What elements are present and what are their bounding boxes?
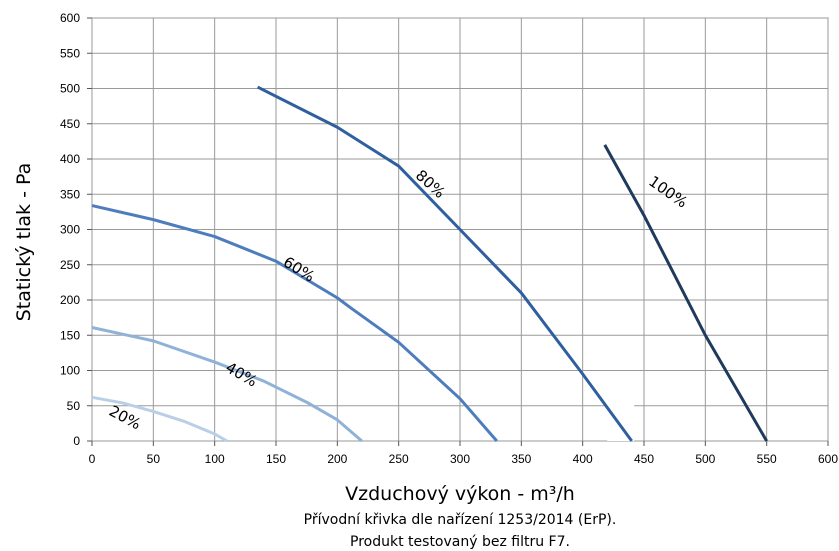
curve-40pct: [91, 326, 363, 443]
x-tick-label: 500: [695, 452, 715, 466]
y-tick-label: 150: [60, 328, 80, 342]
y-tick-label: 250: [60, 258, 80, 272]
y-tick-label: 100: [60, 364, 80, 378]
curve-60pct: [91, 204, 498, 442]
curve-20pct: [91, 395, 228, 443]
curve-label-100pct: 100%: [645, 172, 690, 211]
y-tick-label: 550: [60, 46, 80, 60]
x-tick-label: 400: [573, 452, 593, 466]
y-axis-title: Statický tlak - Pa: [13, 163, 35, 322]
y-tick-label: 500: [60, 82, 80, 96]
y-tick-label: 400: [60, 152, 80, 166]
x-tick-label: 600: [818, 452, 838, 466]
x-tick-label: 50: [147, 452, 161, 466]
y-axis-ticks: 0 50 100 150 200 250 300 350 400 450 500 550 600: [60, 11, 92, 448]
curve-label-80pct: 80%: [412, 166, 449, 202]
x-tick-label: 0: [89, 452, 96, 466]
x-axis-ticks: 0 50 100 150 200 250 300 350 400 450 500 550 600: [89, 441, 838, 466]
caption-line-1: Přívodní křivka dle nařízení 1253/2014 (…: [304, 512, 617, 528]
x-tick-label: 450: [634, 452, 654, 466]
x-tick-label: 350: [511, 452, 531, 466]
y-tick-label: 350: [60, 187, 80, 201]
grid-gap: [607, 404, 635, 441]
x-tick-label: 100: [205, 452, 225, 466]
x-tick-label: 250: [389, 452, 409, 466]
grid: [91, 17, 829, 442]
y-tick-label: 450: [60, 117, 80, 131]
curve-80pct: [256, 85, 633, 442]
curve-100pct: [603, 144, 768, 442]
x-tick-label: 300: [450, 452, 470, 466]
x-tick-label: 150: [266, 452, 286, 466]
x-tick-label: 200: [327, 452, 347, 466]
y-tick-label: 300: [60, 223, 80, 237]
y-tick-label: 0: [73, 434, 80, 448]
y-tick-label: 200: [60, 293, 80, 307]
x-tick-label: 550: [757, 452, 777, 466]
y-tick-label: 600: [60, 11, 80, 25]
caption-line-2: Produkt testovaný bez filtru F7.: [350, 534, 570, 550]
curve-label-40pct: 40%: [222, 358, 260, 390]
curve-label-60pct: 60%: [280, 253, 318, 286]
x-axis-title: Vzduchový výkon - m³/h: [345, 483, 575, 505]
y-tick-label: 50: [67, 399, 81, 413]
curves: [91, 85, 768, 443]
